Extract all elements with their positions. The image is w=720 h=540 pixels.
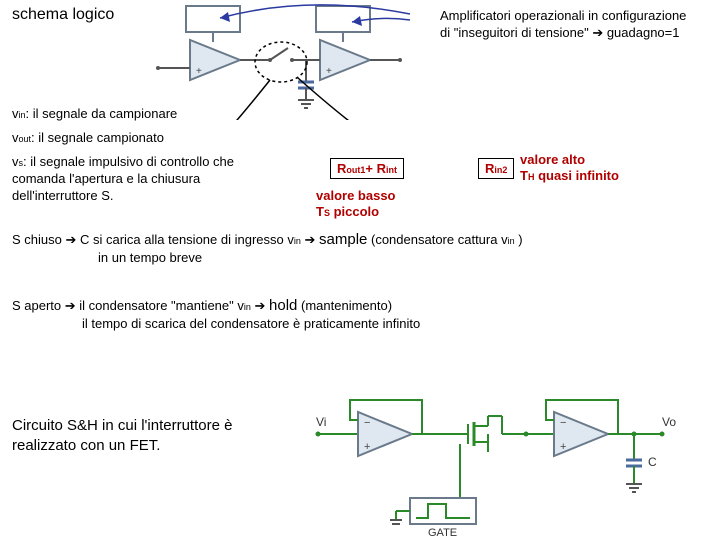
box-rout-rint: Rout1+ Rint: [330, 158, 404, 179]
svg-text:+: +: [364, 441, 370, 453]
s-closed-text: S chiuso ➔ C si carica alla tensione di …: [12, 230, 712, 266]
svg-text:+: +: [560, 441, 566, 453]
svg-text:−: −: [364, 417, 370, 429]
fet-text: Circuito S&H in cui l'interruttore è rea…: [12, 416, 262, 455]
svg-text:Vi: Vi: [316, 415, 326, 429]
svg-text:C: C: [648, 455, 657, 469]
svg-text:Vo: Vo: [662, 415, 676, 429]
plus-icon: +: [196, 66, 202, 77]
def-vs: vs: il segnale impulsivo di controllo ch…: [12, 154, 272, 205]
note-left: valore basso TS piccolo: [316, 188, 396, 219]
circuit-top: + +: [150, 0, 420, 120]
s-open-text: S aperto ➔ il condensatore "mantiene" vi…: [12, 296, 712, 332]
def-vin: vin: il segnale da campionare: [12, 106, 177, 123]
plus-icon: +: [326, 66, 332, 77]
svg-text:GATE: GATE: [428, 527, 457, 536]
note-right: valore alto TH quasi infinito: [520, 152, 619, 183]
page-title: schema logico: [12, 6, 114, 24]
def-vout: vout: il segnale campionato: [12, 130, 164, 147]
svg-text:−: −: [560, 417, 566, 429]
circuit-fet: + − + − Vi Vo C GATE: [310, 386, 710, 536]
opamp-note: Amplificatori operazionali in configuraz…: [440, 8, 700, 42]
box-rin2: Rin2: [478, 158, 514, 179]
